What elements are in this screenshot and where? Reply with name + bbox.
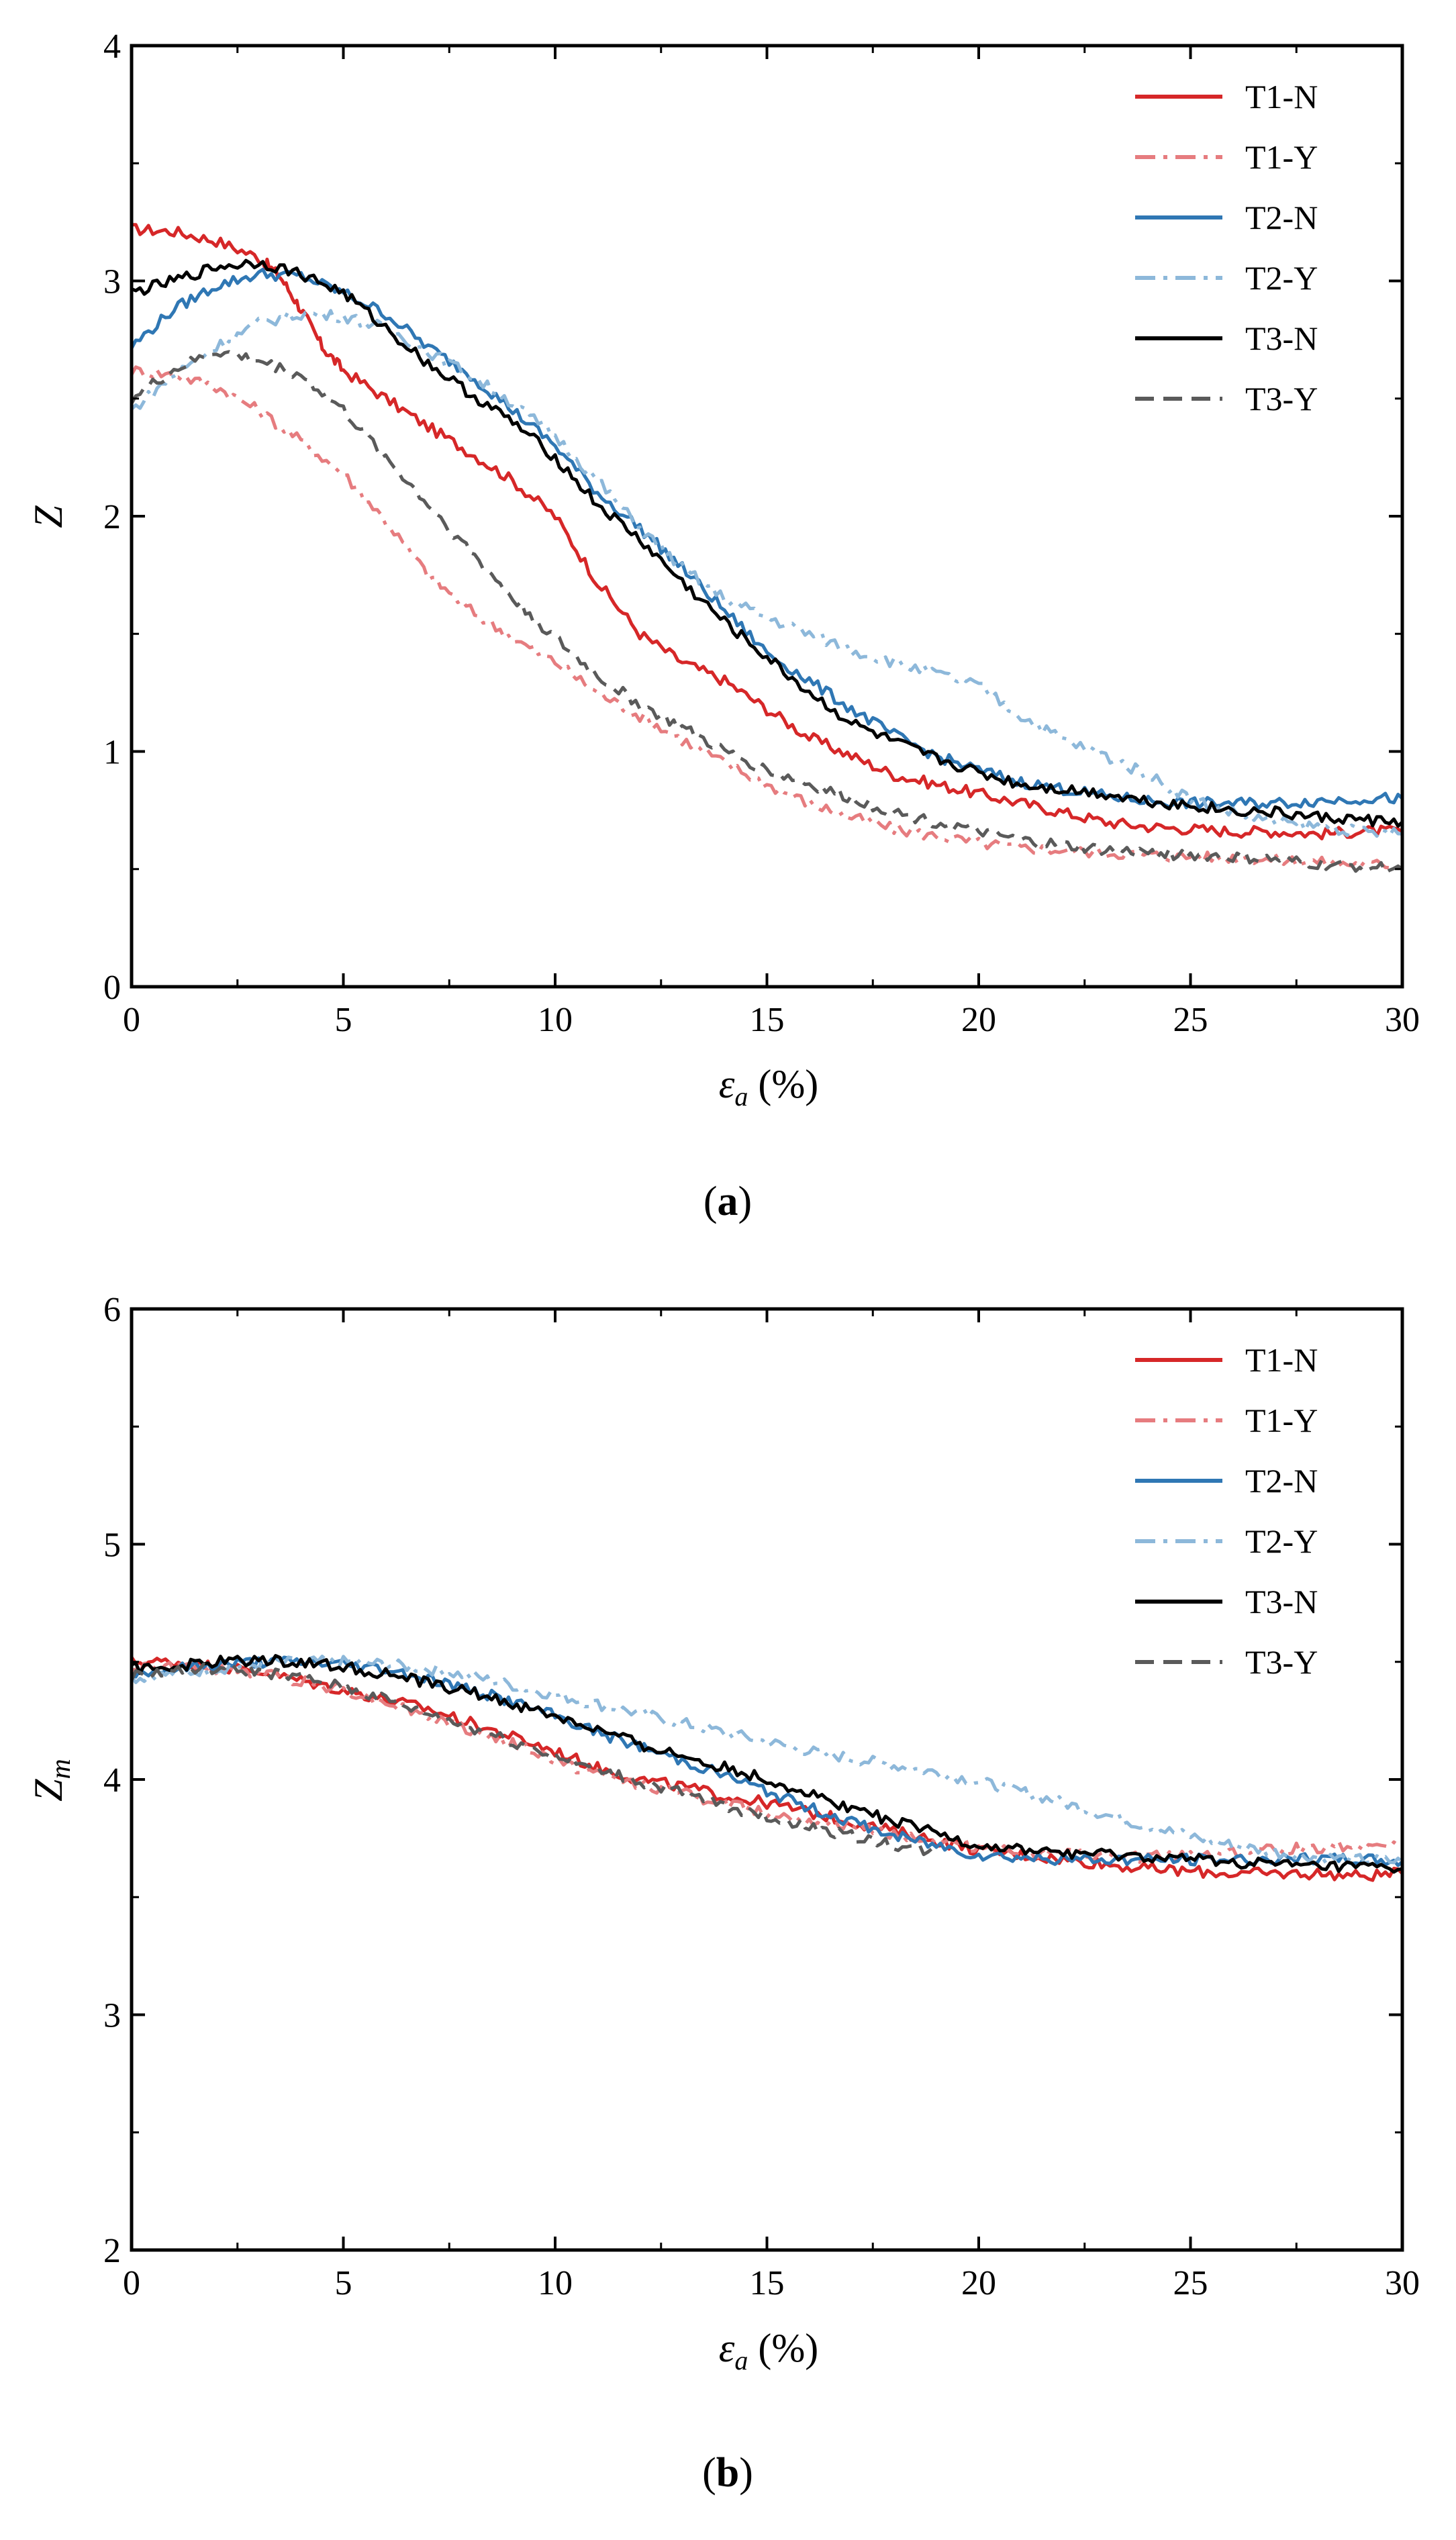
x-tick-label-b: 30 bbox=[1385, 2264, 1420, 2302]
legend-b: T1-N T1-Y T2-N T2-Y T3-N T3-Y bbox=[1135, 1341, 1318, 1681]
plot-frame-a bbox=[130, 44, 1404, 989]
legend-label-t1-n-a: T1-N bbox=[1245, 78, 1318, 115]
legend-label-t1-y-a: T1-Y bbox=[1245, 138, 1318, 176]
y-axis-label-b: Zm bbox=[26, 1759, 77, 1802]
legend-label-t3-n-a: T3-N bbox=[1245, 320, 1318, 357]
x-axis-label-a: εa (%) bbox=[719, 1062, 819, 1112]
legend-label-t3-n-b: T3-N bbox=[1245, 1583, 1318, 1620]
x-axis-label-sub-a: a bbox=[734, 1081, 748, 1112]
legend-label-t1-n-b: T1-N bbox=[1245, 1341, 1318, 1379]
legend-label-t2-n-b: T2-N bbox=[1245, 1462, 1318, 1500]
x-axis-label-main-b: ε bbox=[719, 2326, 735, 2370]
legend-label-t2-y-b: T2-Y bbox=[1245, 1522, 1318, 1560]
y-tick-label-a: 4 bbox=[103, 28, 121, 66]
x-tick-label-a: 0 bbox=[123, 1001, 140, 1039]
series-layer-b bbox=[130, 1654, 1404, 1882]
plot-frame-b bbox=[130, 1307, 1404, 2252]
panel-label-b: (b) bbox=[702, 2450, 753, 2496]
series-line-t2-y-b bbox=[130, 1655, 1404, 1865]
x-tick-label-b: 25 bbox=[1173, 2264, 1208, 2302]
x-tick-label-b: 20 bbox=[961, 2264, 996, 2302]
y-tick-label-b: 2 bbox=[103, 2232, 121, 2270]
x-axis-label-main-a: ε bbox=[719, 1062, 735, 1106]
x-tick-label-a: 20 bbox=[961, 1001, 996, 1039]
series-line-t1-n-b bbox=[130, 1656, 1404, 1882]
legend-label-t1-y-b: T1-Y bbox=[1245, 1402, 1318, 1439]
x-tick-label-a: 25 bbox=[1173, 1001, 1208, 1039]
series-line-t1-y-a bbox=[130, 365, 1404, 870]
y-axis-label-a: Z bbox=[26, 505, 70, 528]
y-tick-label-a: 2 bbox=[103, 498, 121, 536]
x-axis-label-unit-b: (%) bbox=[748, 2326, 818, 2370]
ticks-layer-a: 0 5 10 15 20 25 30 0 1 2 3 4 bbox=[103, 28, 1420, 1039]
legend-label-t3-y-a: T3-Y bbox=[1245, 380, 1318, 418]
y-tick-label-b: 6 bbox=[103, 1291, 121, 1329]
y-tick-label-b: 3 bbox=[103, 1997, 121, 2035]
x-tick-label-b: 10 bbox=[538, 2264, 573, 2302]
x-tick-label-a: 30 bbox=[1385, 1001, 1420, 1039]
x-tick-label-b: 15 bbox=[750, 2264, 785, 2302]
series-line-t1-y-b bbox=[131, 1659, 1403, 1864]
y-tick-label-a: 0 bbox=[103, 969, 121, 1007]
legend-label-t2-y-a: T2-Y bbox=[1245, 259, 1318, 297]
y-tick-label-b: 4 bbox=[103, 1761, 121, 1800]
x-axis-label-unit-a: (%) bbox=[748, 1062, 818, 1106]
series-line-t3-y-a bbox=[130, 350, 1404, 875]
legend-label-t3-y-b: T3-Y bbox=[1245, 1643, 1318, 1681]
x-tick-label-b: 5 bbox=[335, 2264, 352, 2302]
y-axis-label-main-b: Z bbox=[26, 1779, 70, 1802]
legend-a: T1-N T1-Y T2-N T2-Y T3-N T3-Y bbox=[1135, 78, 1318, 418]
series-line-t2-y-a bbox=[130, 309, 1403, 838]
series-line-t3-n-b bbox=[131, 1654, 1403, 1874]
x-axis-label-b: εa (%) bbox=[719, 2326, 819, 2376]
y-tick-label-a: 1 bbox=[103, 734, 121, 772]
panel-label-a-letter: a bbox=[718, 1179, 738, 1224]
ticks-layer-b: 0 5 10 15 20 25 30 2 3 4 5 6 bbox=[103, 1291, 1420, 2302]
series-line-t3-y-b bbox=[130, 1662, 938, 1857]
y-tick-label-b: 5 bbox=[103, 1526, 121, 1565]
y-axis-label-sub-b: m bbox=[46, 1759, 77, 1779]
series-line-t3-n-a bbox=[131, 258, 1404, 828]
series-layer-a bbox=[130, 223, 1404, 875]
x-tick-label-b: 0 bbox=[123, 2264, 140, 2302]
x-tick-label-a: 15 bbox=[750, 1001, 785, 1039]
x-tick-label-a: 10 bbox=[538, 1001, 573, 1039]
panel-label-a: (a) bbox=[703, 1179, 752, 1224]
y-tick-label-a: 3 bbox=[103, 263, 121, 301]
panel-label-b-letter: b bbox=[716, 2450, 739, 2496]
x-axis-label-sub-b: a bbox=[734, 2345, 748, 2376]
legend-label-t2-n-a: T2-N bbox=[1245, 199, 1318, 236]
chart-panel-b: 0 5 10 15 20 25 30 2 3 4 5 6 Zm εa (%) T1-N T1-Y T2-N… bbox=[26, 1291, 1420, 2496]
series-line-t1-n-a bbox=[131, 223, 1404, 840]
x-tick-label-a: 5 bbox=[335, 1001, 352, 1039]
